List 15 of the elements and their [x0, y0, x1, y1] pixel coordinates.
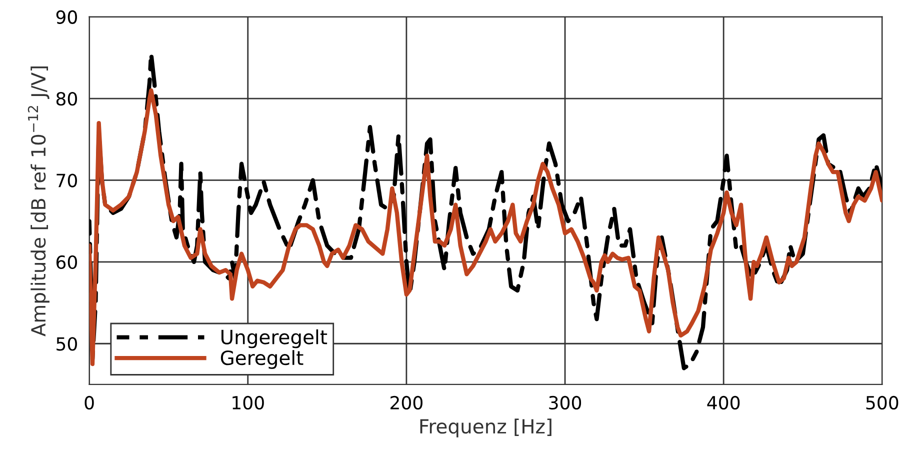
y-tick-label: 80 — [56, 92, 77, 106]
x-tick-label: 100 — [232, 396, 264, 410]
y-tick-label: 60 — [56, 255, 77, 270]
x-tick-label: 0 — [84, 396, 94, 410]
x-axis-title: Frequenz [Hz] — [420, 418, 552, 438]
legend-label: Geregelt — [220, 350, 304, 369]
legend-label: Ungeregelt — [221, 329, 328, 348]
y-tick-label: 50 — [56, 337, 77, 351]
y-tick-label: 90 — [56, 10, 77, 24]
y-tick-label: 70 — [56, 174, 77, 188]
x-tick-label: 500 — [866, 396, 898, 410]
x-tick-label: 200 — [390, 396, 422, 410]
x-tick-label: 300 — [549, 396, 582, 410]
x-tick-label: 400 — [707, 396, 740, 410]
y-axis-title: Amplitude [dB ref 10$^{−12}$ J/V] — [28, 66, 50, 336]
